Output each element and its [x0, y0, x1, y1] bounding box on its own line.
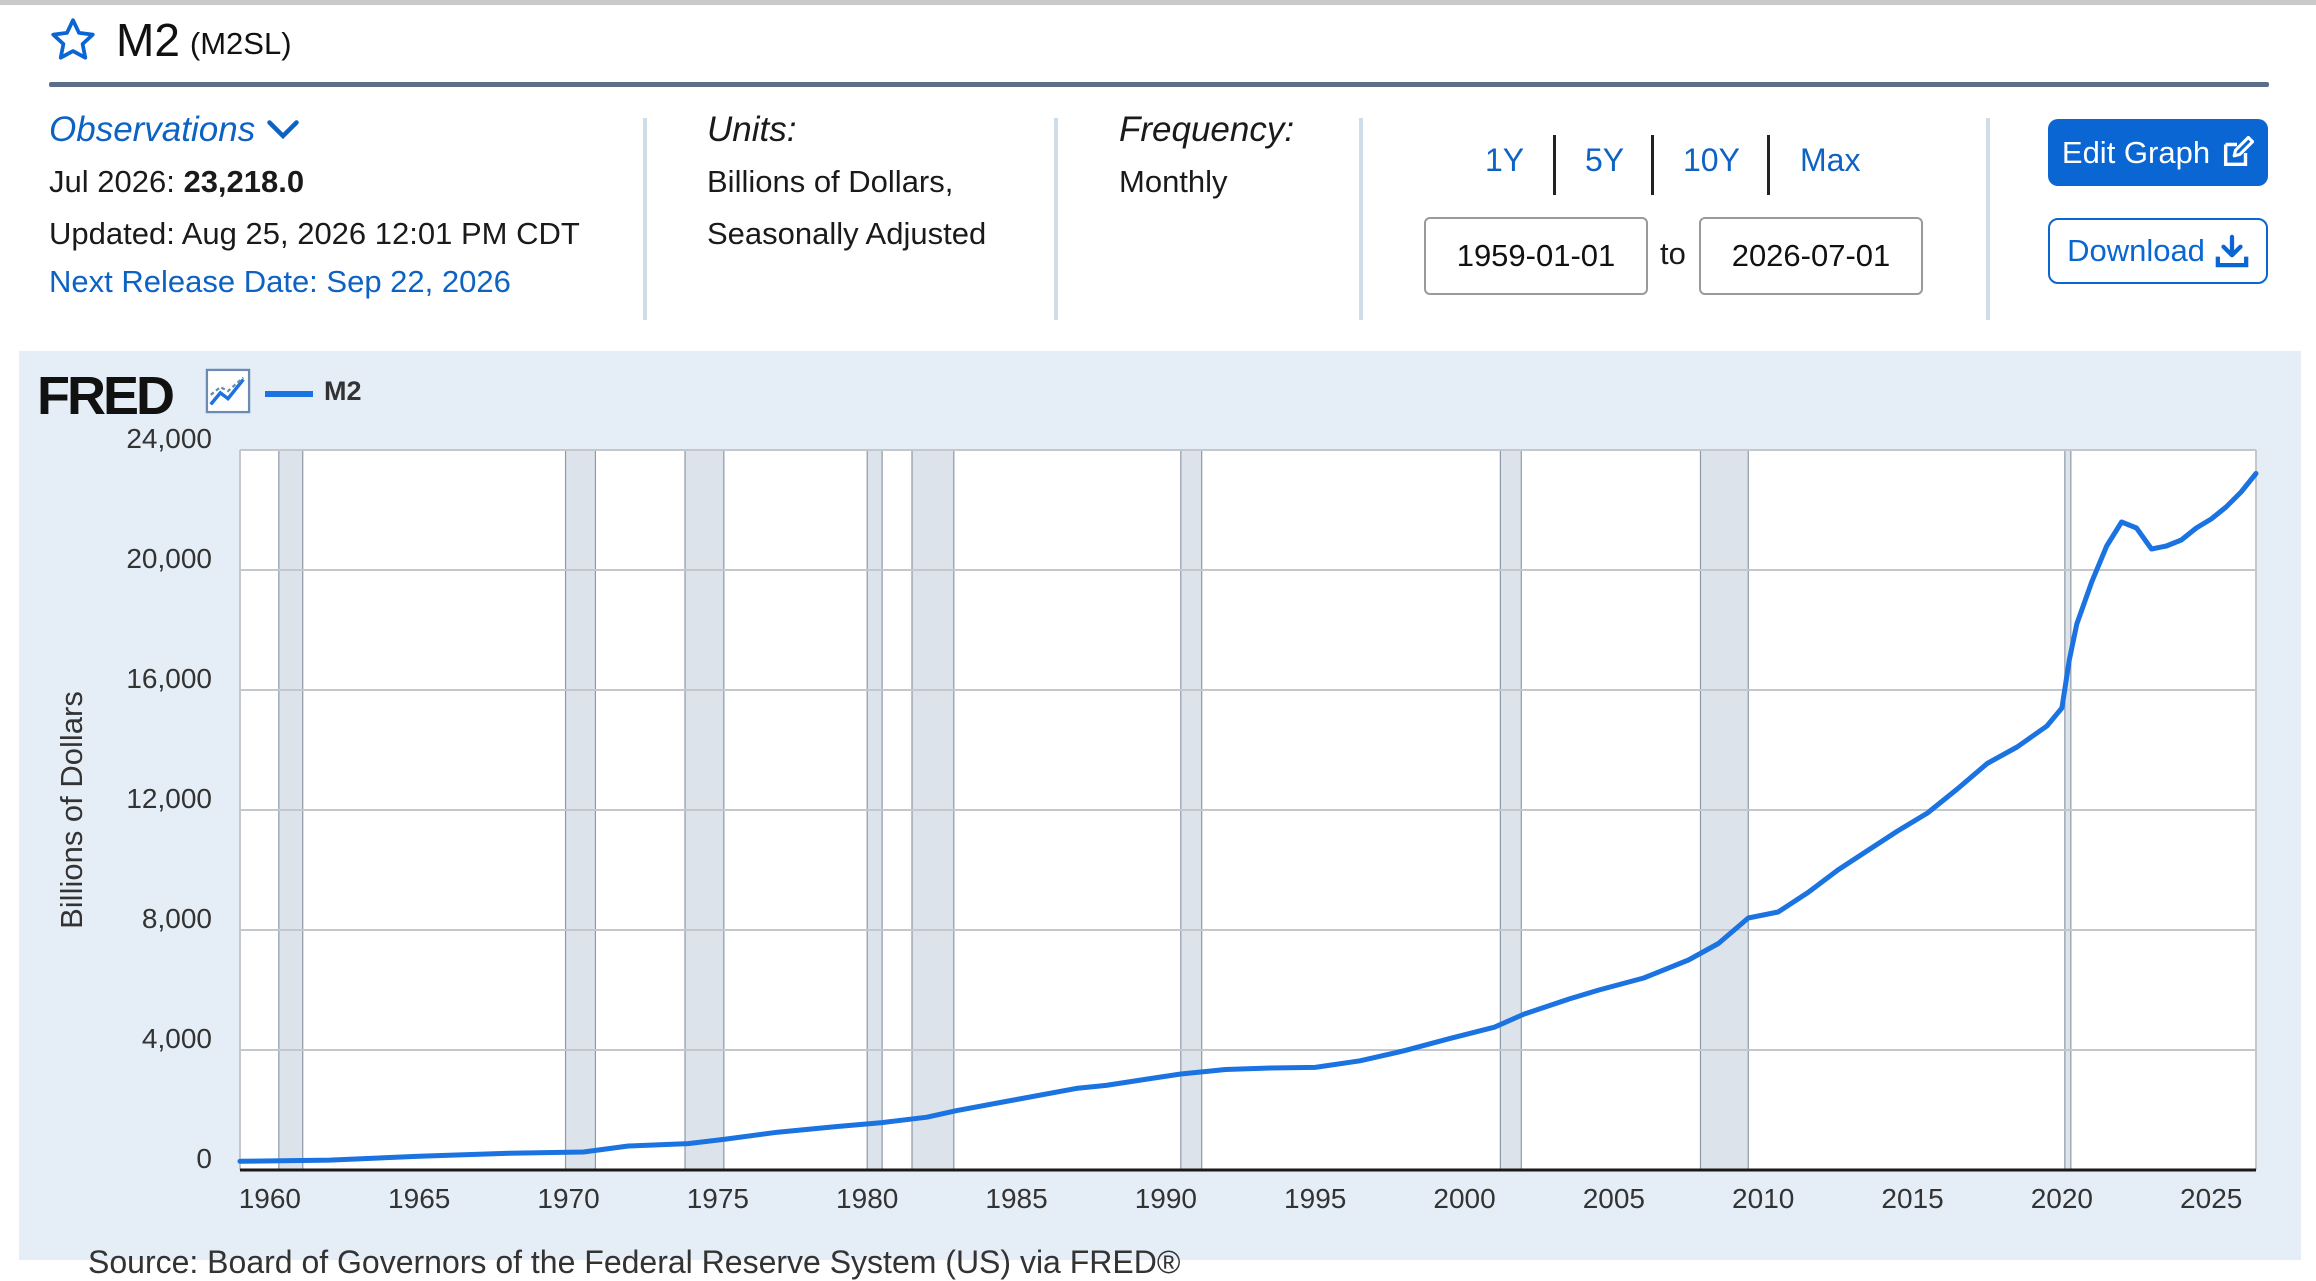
observations-dropdown[interactable]: Observations: [49, 110, 580, 150]
units-panel: Units: Billions of Dollars, Seasonally A…: [707, 110, 986, 260]
next-release-link[interactable]: Next Release Date: Sep 22, 2026: [49, 264, 511, 299]
x-tick-label: 2015: [1881, 1183, 1943, 1214]
x-tick-label: 1990: [1135, 1183, 1197, 1214]
download-label: Download: [2067, 233, 2205, 268]
chart-trend-icon: [205, 368, 251, 414]
y-tick-label: 24,000: [126, 423, 212, 454]
title-rule: [49, 82, 2269, 87]
chevron-down-icon: [267, 120, 299, 140]
edit-icon: [2224, 135, 2255, 166]
divider: [1359, 118, 1363, 320]
y-tick-label: 0: [196, 1143, 212, 1174]
range-max-button[interactable]: Max: [1800, 142, 1861, 178]
updated-text: Updated: Aug 25, 2026 12:01 PM CDT: [49, 216, 580, 251]
start-date-input[interactable]: 1959-01-01: [1424, 217, 1648, 295]
x-tick-label: 1995: [1284, 1183, 1346, 1214]
end-date-input[interactable]: 2026-07-01: [1699, 217, 1923, 295]
divider: [1054, 118, 1058, 320]
divider: [1553, 135, 1556, 195]
x-tick-label: 2000: [1433, 1183, 1495, 1214]
frequency-label: Frequency:: [1119, 110, 1295, 149]
source-note: Source: Board of Governors of the Federa…: [88, 1244, 1181, 1280]
x-tick-label: 1970: [537, 1183, 599, 1214]
observations-panel: Observations Jul 2026: 23,218.0 Updated:…: [49, 110, 580, 308]
series-title: M2: [116, 14, 180, 66]
to-label: to: [1660, 236, 1686, 271]
x-tick-label: 1960: [239, 1183, 301, 1214]
download-button[interactable]: Download: [2048, 218, 2268, 284]
divider: [1767, 135, 1770, 195]
legend-label: M2: [324, 376, 362, 406]
divider: [1986, 118, 1990, 320]
y-tick-label: 12,000: [126, 783, 212, 814]
observations-label: Observations: [49, 110, 256, 149]
edit-graph-label: Edit Graph: [2061, 134, 2211, 170]
y-tick-label: 20,000: [126, 543, 212, 574]
latest-value: 23,218.0: [183, 164, 305, 199]
units-label: Units:: [707, 110, 797, 149]
edit-graph-button[interactable]: Edit Graph: [2048, 119, 2268, 186]
units-line2: Seasonally Adjusted: [707, 216, 987, 251]
frequency-value: Monthly: [1119, 164, 1228, 199]
divider: [643, 118, 647, 320]
y-tick-label: 8,000: [142, 903, 212, 934]
x-tick-label: 2010: [1732, 1183, 1794, 1214]
range-1y-button[interactable]: 1Y: [1485, 142, 1525, 178]
top-border: [0, 0, 2316, 5]
latest-period: Jul 2026:: [49, 164, 175, 199]
divider: [1651, 135, 1654, 195]
x-tick-label: 1975: [687, 1183, 749, 1214]
units-line1: Billions of Dollars,: [707, 164, 954, 199]
legend-swatch: [265, 391, 313, 397]
y-tick-label: 16,000: [126, 663, 212, 694]
series-id: (M2SL): [189, 26, 292, 61]
title-row: M2 (M2SL): [48, 10, 292, 70]
x-tick-label: 2005: [1583, 1183, 1645, 1214]
range-10y-button[interactable]: 10Y: [1683, 142, 1740, 178]
range-5y-button[interactable]: 5Y: [1585, 142, 1625, 178]
x-tick-label: 1965: [388, 1183, 450, 1214]
x-tick-label: 1985: [985, 1183, 1047, 1214]
latest-observation: Jul 2026: 23,218.0: [49, 156, 580, 208]
x-tick-label: 1980: [836, 1183, 898, 1214]
y-tick-label: 4,000: [142, 1023, 212, 1054]
series-line-m2: [237, 471, 2259, 1164]
fred-logo: FRED: [37, 366, 175, 426]
x-tick-label: 2025: [2180, 1183, 2242, 1214]
download-icon: [2215, 234, 2249, 268]
x-tick-label: 2020: [2031, 1183, 2093, 1214]
star-outline-icon[interactable]: [48, 15, 98, 65]
frequency-panel: Frequency: Monthly: [1119, 110, 1294, 208]
